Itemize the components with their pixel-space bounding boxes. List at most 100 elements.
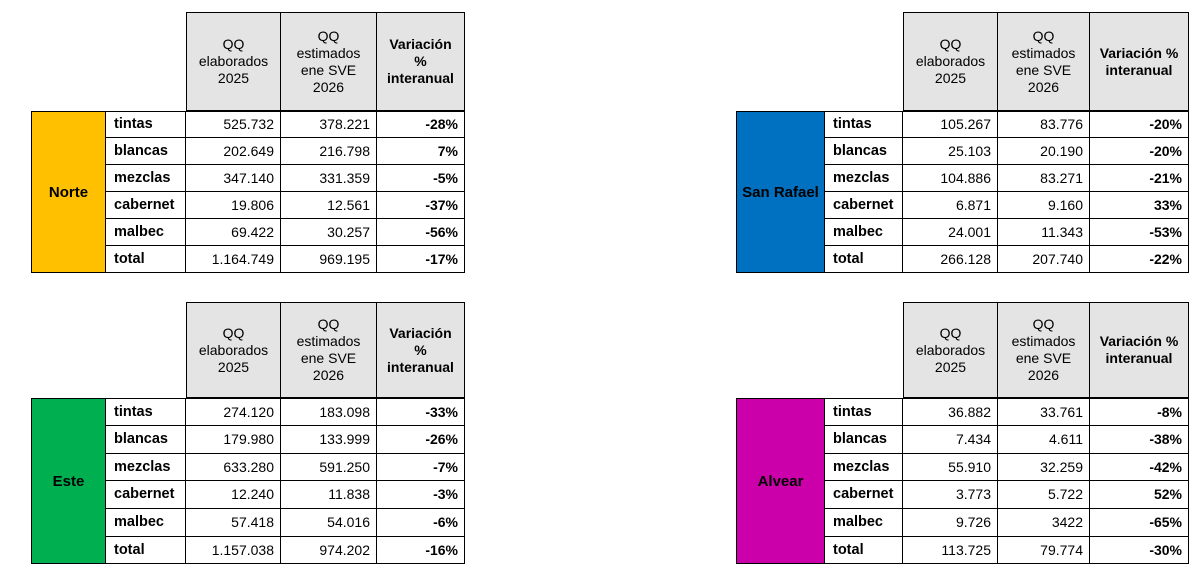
elaborados-cell: 179.980 <box>186 426 281 454</box>
header-estimados: QQ estimados ene SVE 2026 <box>281 302 377 398</box>
variacion-cell: -38% <box>1090 426 1189 454</box>
estimados-cell: 9.160 <box>998 192 1090 219</box>
category-cell: malbec <box>825 219 903 246</box>
category-cell: total <box>106 246 186 273</box>
category-cell: malbec <box>106 509 186 537</box>
elaborados-cell: 105.267 <box>903 111 998 138</box>
estimados-cell: 30.257 <box>281 219 377 246</box>
variacion-cell: -16% <box>377 537 465 564</box>
elaborados-cell: 3.773 <box>903 481 998 509</box>
category-cell: blancas <box>825 426 903 454</box>
estimados-cell: 183.098 <box>281 398 377 426</box>
variacion-cell: -20% <box>1090 138 1189 165</box>
category-cell: mezclas <box>825 165 903 192</box>
variacion-cell: -65% <box>1090 509 1189 537</box>
estimados-cell: 54.016 <box>281 509 377 537</box>
variacion-cell: 33% <box>1090 192 1189 219</box>
estimados-cell: 83.776 <box>998 111 1090 138</box>
estimados-cell: 83.271 <box>998 165 1090 192</box>
region-label-norte: Norte <box>31 111 106 273</box>
header-variacion: Variación % interanual <box>1090 302 1189 398</box>
estimados-cell: 974.202 <box>281 537 377 564</box>
category-cell: mezclas <box>106 165 186 192</box>
elaborados-cell: 525.732 <box>186 111 281 138</box>
category-cell: tintas <box>106 111 186 138</box>
elaborados-cell: 633.280 <box>186 454 281 481</box>
category-cell: tintas <box>825 398 903 426</box>
variacion-cell: -37% <box>377 192 465 219</box>
estimados-cell: 12.561 <box>281 192 377 219</box>
region-label-san-rafael: San Rafael <box>736 111 825 273</box>
category-cell: cabernet <box>106 481 186 509</box>
estimados-cell: 5.722 <box>998 481 1090 509</box>
region-label-este: Este <box>31 398 106 564</box>
category-cell: cabernet <box>106 192 186 219</box>
variacion-cell: -30% <box>1090 537 1189 564</box>
variacion-cell: -33% <box>377 398 465 426</box>
category-cell: cabernet <box>825 481 903 509</box>
variacion-cell: -8% <box>1090 398 1189 426</box>
variacion-cell: -7% <box>377 454 465 481</box>
elaborados-cell: 24.001 <box>903 219 998 246</box>
estimados-cell: 969.195 <box>281 246 377 273</box>
elaborados-cell: 7.434 <box>903 426 998 454</box>
estimados-cell: 331.359 <box>281 165 377 192</box>
elaborados-cell: 202.649 <box>186 138 281 165</box>
estimados-cell: 378.221 <box>281 111 377 138</box>
variacion-cell: -56% <box>377 219 465 246</box>
elaborados-cell: 104.886 <box>903 165 998 192</box>
category-cell: tintas <box>106 398 186 426</box>
estimados-cell: 32.259 <box>998 454 1090 481</box>
category-cell: blancas <box>106 426 186 454</box>
elaborados-cell: 347.140 <box>186 165 281 192</box>
header-estimados: QQ estimados ene SVE 2026 <box>998 302 1090 398</box>
elaborados-cell: 19.806 <box>186 192 281 219</box>
elaborados-cell: 6.871 <box>903 192 998 219</box>
category-cell: malbec <box>825 509 903 537</box>
category-cell: cabernet <box>825 192 903 219</box>
header-variacion: Variación % interanual <box>1090 12 1189 111</box>
estimados-cell: 33.761 <box>998 398 1090 426</box>
variacion-cell: -20% <box>1090 111 1189 138</box>
estimados-cell: 20.190 <box>998 138 1090 165</box>
header-estimados: QQ estimados ene SVE 2026 <box>998 12 1090 111</box>
estimados-cell: 4.611 <box>998 426 1090 454</box>
header-variacion: Variación % interanual <box>377 12 465 111</box>
category-cell: tintas <box>825 111 903 138</box>
elaborados-cell: 113.725 <box>903 537 998 564</box>
category-cell: mezclas <box>106 454 186 481</box>
elaborados-cell: 36.882 <box>903 398 998 426</box>
variacion-cell: -53% <box>1090 219 1189 246</box>
header-estimados: QQ estimados ene SVE 2026 <box>281 12 377 111</box>
estimados-cell: 11.343 <box>998 219 1090 246</box>
variacion-cell: -26% <box>377 426 465 454</box>
estimados-cell: 11.838 <box>281 481 377 509</box>
elaborados-cell: 69.422 <box>186 219 281 246</box>
category-cell: total <box>106 537 186 564</box>
variacion-cell: -21% <box>1090 165 1189 192</box>
elaborados-cell: 1.164.749 <box>186 246 281 273</box>
estimados-cell: 207.740 <box>998 246 1090 273</box>
category-cell: total <box>825 246 903 273</box>
variacion-cell: 7% <box>377 138 465 165</box>
variacion-cell: -5% <box>377 165 465 192</box>
variacion-cell: -3% <box>377 481 465 509</box>
category-cell: mezclas <box>825 454 903 481</box>
category-cell: malbec <box>106 219 186 246</box>
region-label-alvear: Alvear <box>736 398 825 564</box>
estimados-cell: 133.999 <box>281 426 377 454</box>
estimados-cell: 216.798 <box>281 138 377 165</box>
header-elaborados: QQ elaborados 2025 <box>903 302 998 398</box>
category-cell: total <box>825 537 903 564</box>
variacion-cell: -6% <box>377 509 465 537</box>
variacion-cell: -22% <box>1090 246 1189 273</box>
category-cell: blancas <box>825 138 903 165</box>
header-elaborados: QQ elaborados 2025 <box>903 12 998 111</box>
variacion-cell: 52% <box>1090 481 1189 509</box>
variacion-cell: -28% <box>377 111 465 138</box>
header-elaborados: QQ elaborados 2025 <box>186 12 281 111</box>
elaborados-cell: 55.910 <box>903 454 998 481</box>
estimados-cell: 3422 <box>998 509 1090 537</box>
variacion-cell: -17% <box>377 246 465 273</box>
elaborados-cell: 25.103 <box>903 138 998 165</box>
